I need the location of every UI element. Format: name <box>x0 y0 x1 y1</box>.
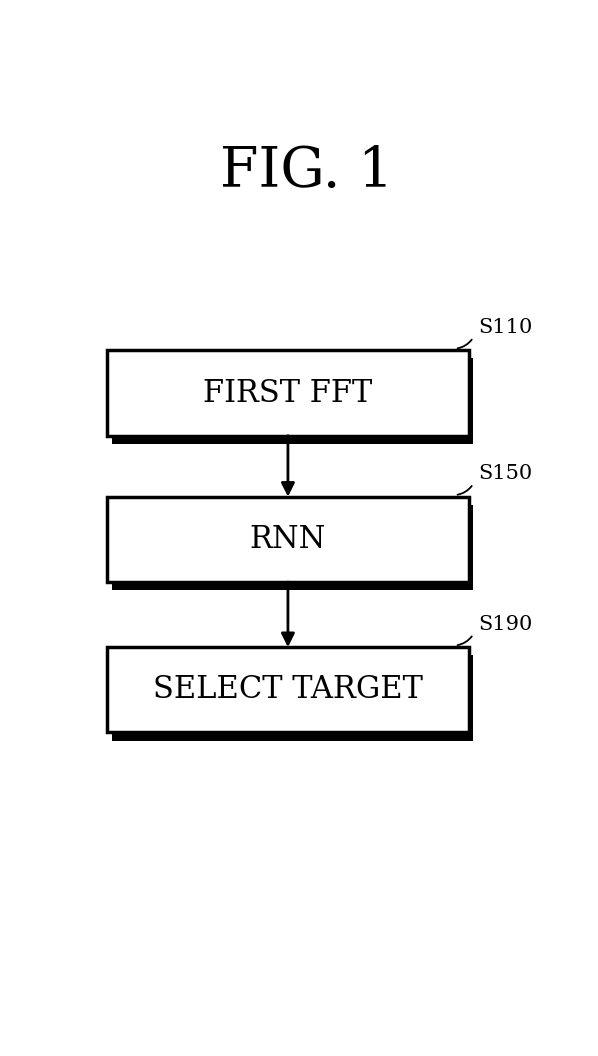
Bar <box>112 505 474 590</box>
Text: S150: S150 <box>478 465 532 484</box>
Bar <box>107 647 469 733</box>
Text: SELECT TARGET: SELECT TARGET <box>153 675 423 705</box>
Text: S190: S190 <box>478 615 532 634</box>
Bar <box>112 655 474 740</box>
Bar <box>107 496 469 582</box>
Text: FIG. 1: FIG. 1 <box>220 144 393 199</box>
Bar <box>107 351 469 436</box>
Text: FIRST FFT: FIRST FFT <box>203 377 373 409</box>
Text: RNN: RNN <box>250 524 326 554</box>
Text: S110: S110 <box>478 318 532 337</box>
Bar <box>112 358 474 444</box>
